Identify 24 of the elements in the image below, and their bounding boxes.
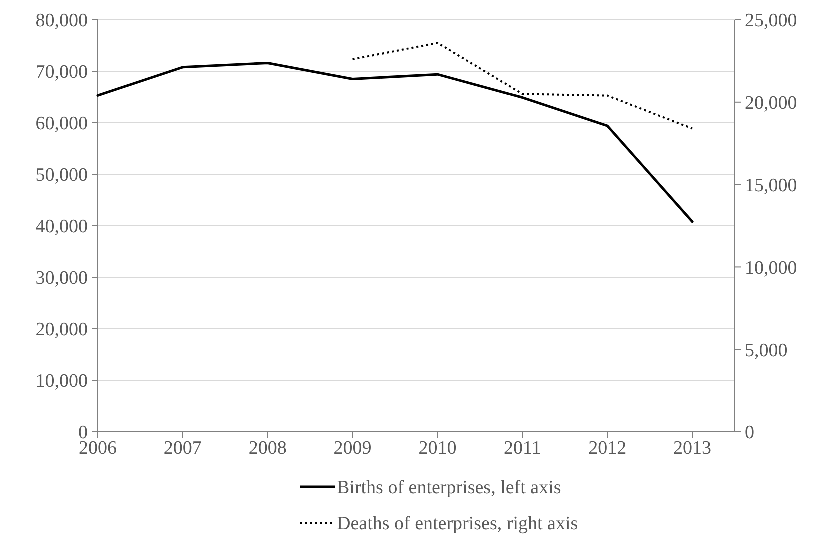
x-tick-label: 2006 [79, 438, 117, 459]
y2-tick-label: 10,000 [745, 258, 798, 279]
y-tick-label: 60,000 [36, 114, 88, 135]
y2-tick-label: 15,000 [745, 175, 798, 196]
y2-tick-label: 20,000 [745, 93, 798, 114]
x-tick-label: 2012 [588, 438, 627, 459]
y2-tick-label: 25,000 [745, 10, 798, 32]
y-tick-label: 30,000 [36, 268, 88, 290]
x-tick-label: 2011 [504, 438, 542, 459]
y-tick-label: 20,000 [36, 320, 88, 341]
y-tick-label: 80,000 [36, 10, 88, 32]
x-tick-label: 2010 [418, 438, 457, 459]
x-tick-label: 2009 [334, 438, 372, 459]
y-tick-label: 40,000 [36, 216, 88, 238]
y-tick-label: 70,000 [36, 62, 88, 84]
legend-label: Deaths of enterprises, right axis [337, 514, 578, 535]
y2-tick-label: 5,000 [745, 340, 788, 362]
x-tick-label: 2008 [248, 438, 287, 459]
y-tick-label: 50,000 [36, 165, 88, 186]
x-tick-label: 2007 [164, 438, 202, 459]
y2-tick-label: 0 [745, 422, 754, 444]
y-tick-label: 10,000 [36, 371, 88, 392]
legend-label: Births of enterprises, left axis [337, 478, 562, 499]
x-tick-label: 2013 [674, 438, 712, 459]
